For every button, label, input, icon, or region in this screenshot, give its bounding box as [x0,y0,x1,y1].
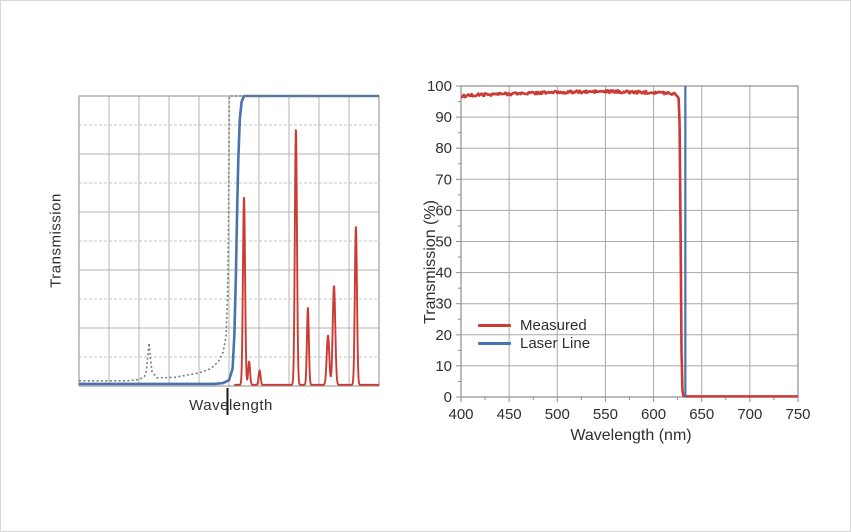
ideal-edge-dotted-curve [79,95,379,382]
y-tick-label: 70 [435,171,452,188]
y-tick-label: 40 [435,265,452,282]
y-tick-label: 100 [427,78,452,95]
legend-item-measured: Measured [478,318,590,333]
schematic-chart: Transmission Wavelength [31,79,401,429]
x-tick-label: 450 [497,406,522,423]
y-tick-label: 60 [435,202,452,219]
schematic-x-axis-label: Wavelength [189,397,273,414]
x-tick-label: 650 [689,406,714,423]
y-tick-label: 50 [435,234,452,251]
measured-line-swatch [478,323,511,328]
plot-frame [78,95,380,387]
measured-chart-svg: 0 10 20 30 40 50 60 70 80 90 100 400 450 500 550 600 650… [427,78,811,423]
legend-label-laser-line: Laser Line [520,335,591,352]
y-tick-label: 30 [435,296,452,313]
filter-transmission-curve [79,94,379,386]
measured-x-axis-label: Wavelength (nm) [570,427,692,444]
y-tick-label: 0 [444,389,452,406]
legend-item-laser-line: Laser Line [478,336,590,351]
x-tick-label: 700 [737,406,762,423]
measured-chart: 0 10 20 30 40 50 60 70 80 90 100 400 450 500 550 600 650… [416,61,848,461]
y-tick-label: 80 [435,140,452,157]
x-tick-label: 400 [448,406,473,423]
y-tick-label: 90 [435,109,452,126]
measured-transmission-curve [460,88,799,398]
x-tick-label: 500 [545,406,570,423]
measured-y-axis-label: Transmission (%) [422,200,439,324]
emission-spectrum-curve [233,129,380,386]
x-tick-label: 750 [785,406,810,423]
legend-label-measured: Measured [520,317,587,334]
chart-legend: Measured Laser Line [478,318,590,351]
schematic-y-axis-label: Transmission [47,193,65,288]
x-tick-label: 550 [593,406,618,423]
y-tick-label: 10 [435,358,452,375]
schematic-chart-svg [78,94,380,415]
plot-frame [460,85,799,398]
x-tick-label: 600 [641,406,666,423]
laser-line-swatch [478,341,511,346]
y-tick-label: 20 [435,327,452,344]
